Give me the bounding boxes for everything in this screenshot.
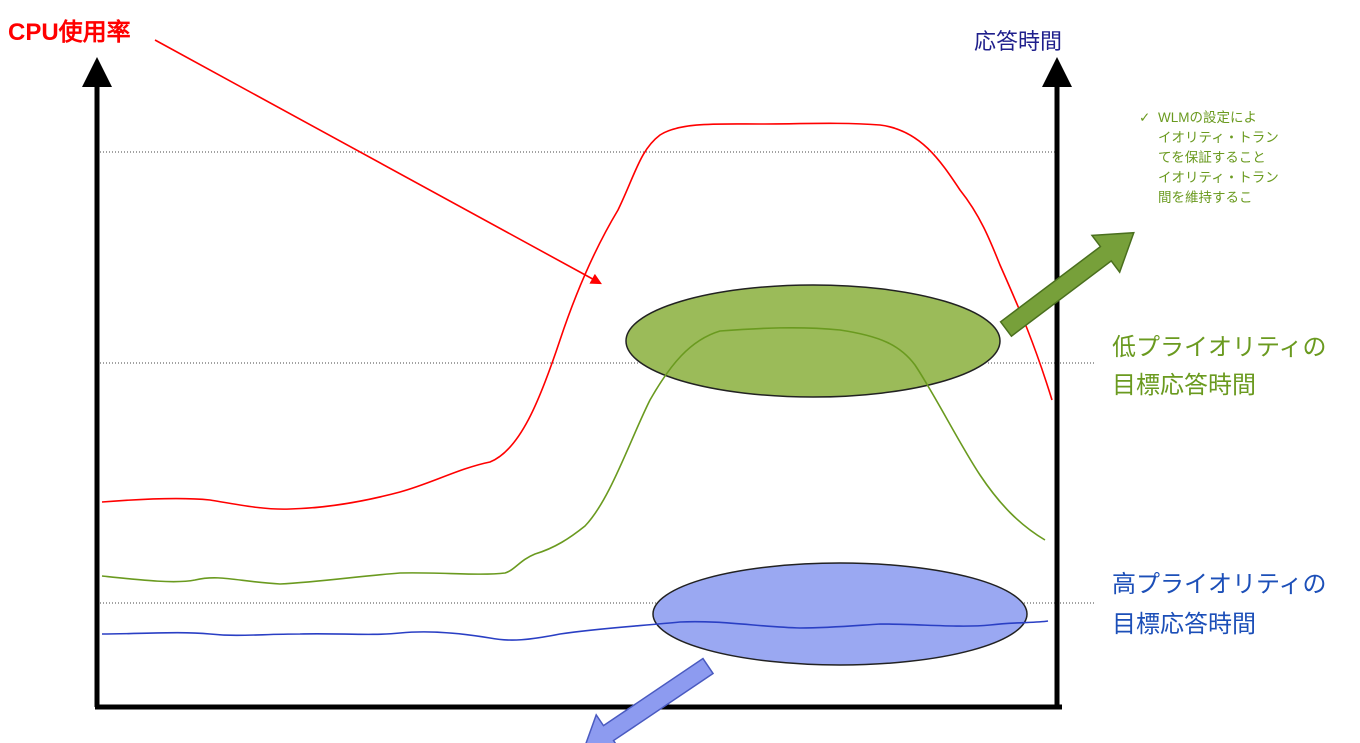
low-priority-target-label: 低プライオリティの 目標応答時間 <box>1112 328 1327 404</box>
high-priority-response-line <box>101 620 1049 641</box>
wlm-note-line-5: 間を維持するこ <box>1158 190 1253 205</box>
wlm-note: ✓ WLMの設定によ イオリティ・トラン てを保証すること イオリティ・トラン … <box>1139 108 1279 208</box>
high-priority-target-label-line1: 高プライオリティの <box>1112 570 1327 598</box>
cpu-usage-label: CPU使用率 <box>8 19 131 46</box>
response-time-label: 応答時間 <box>974 30 1063 55</box>
low-priority-target-ellipse <box>625 284 1001 398</box>
cpu-usage-line <box>101 122 1053 510</box>
check-icon: ✓ <box>1139 110 1151 125</box>
high-priority-target-label-line2: 目標応答時間 <box>1112 610 1256 638</box>
green-block-arrow <box>999 231 1135 338</box>
wlm-note-line-4: イオリティ・トラン <box>1158 170 1279 185</box>
low-priority-response-line <box>101 326 1046 585</box>
blue-block-arrow <box>582 657 715 743</box>
wlm-note-line-2: イオリティ・トラン <box>1158 130 1279 145</box>
cpu-pointer-arrow <box>154 39 602 285</box>
wlm-note-line-3: てを保証すること <box>1158 150 1266 165</box>
low-priority-target-label-line2: 目標応答時間 <box>1112 371 1256 399</box>
wlm-note-line-1: WLMの設定によ <box>1158 110 1257 125</box>
high-priority-target-ellipse <box>652 562 1028 666</box>
low-priority-target-label-line1: 低プライオリティの <box>1112 333 1327 361</box>
high-priority-target-label: 高プライオリティの 目標応答時間 <box>1112 564 1327 644</box>
